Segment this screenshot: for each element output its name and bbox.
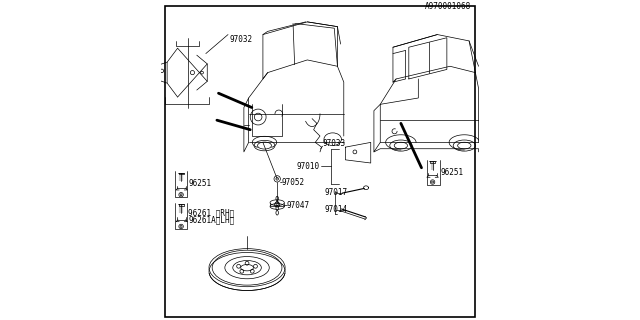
Text: 96251: 96251	[441, 168, 464, 177]
Text: 97017: 97017	[324, 188, 348, 197]
Text: 97014: 97014	[324, 205, 348, 214]
Text: 96261 〈RH〉: 96261 〈RH〉	[188, 209, 234, 218]
Text: 97052: 97052	[282, 178, 305, 187]
Text: 96251: 96251	[188, 179, 211, 188]
Text: 97032: 97032	[230, 35, 253, 44]
Text: A970001068: A970001068	[424, 2, 470, 11]
Text: 97010: 97010	[297, 162, 320, 171]
Text: 96261A〈LH〉: 96261A〈LH〉	[188, 216, 234, 225]
Text: 97047: 97047	[287, 201, 310, 210]
Text: 97033: 97033	[323, 140, 346, 148]
